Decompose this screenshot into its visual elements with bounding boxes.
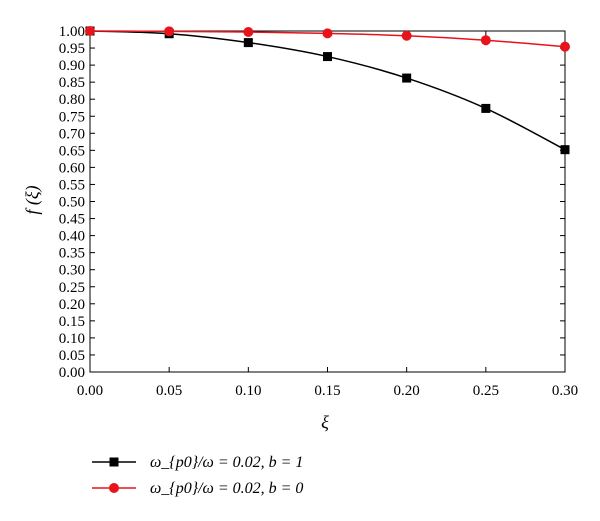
y-tick-label: 0.25 [59,280,85,296]
legend-item: ω_{p0}/ω = 0.02, b = 0 [92,480,303,497]
y-tick-label: 0.45 [59,212,85,228]
legend-item: ω_{p0}/ω = 0.02, b = 1 [92,454,303,471]
y-axis: 0.000.050.100.150.200.250.300.350.400.45… [59,24,565,381]
series-line [89,30,566,151]
data-point [560,145,570,155]
y-tick-label: 0.85 [59,75,85,91]
y-axis-title: f (ξ) [22,185,43,214]
y-tick-label: 0.15 [59,314,85,330]
y-tick-label: 1.00 [59,24,85,40]
x-tick-label: 0.05 [156,383,182,399]
x-axis: 0.00 0.05 0.10 0.15 0.20 0.25 0.30 [77,31,578,399]
data-point [85,26,95,36]
y-tick-label: 0.00 [59,365,85,381]
x-tick-label: 0.25 [473,383,499,399]
data-point [402,73,412,83]
data-point [480,35,491,46]
x-axis-title: ξ [321,412,329,432]
series-layer [85,26,570,155]
data-point [164,26,175,37]
y-tick-label: 0.50 [59,195,85,211]
legend-marker [109,483,119,493]
data-point [322,28,333,39]
y-tick-label: 0.90 [59,58,85,74]
data-point [401,30,412,41]
plot-area [89,30,566,373]
y-tick-label: 0.70 [59,126,85,142]
data-point [243,38,253,48]
y-tick-label: 0.80 [59,92,85,108]
data-point [323,52,332,62]
series-2 [85,26,570,52]
y-tick-label: 0.20 [59,297,85,313]
x-tick-label: 0.10 [235,383,261,399]
y-tick-label: 0.95 [59,41,85,57]
legend: ω_{p0}/ω = 0.02, b = 1 ω_{p0}/ω = 0.02, b… [92,454,303,497]
y-tick-label: 0.35 [59,246,85,262]
x-tick-label: 0.30 [552,383,578,399]
y-tick-label: 0.75 [59,109,85,125]
x-tick-label: 0.20 [394,383,420,399]
series-1 [85,26,570,155]
y-tick-label: 0.55 [59,177,85,193]
legend-label: ω_{p0}/ω = 0.02, b = 0 [150,480,303,497]
y-tick-label: 0.10 [59,331,85,347]
data-point [560,41,570,52]
data-point [481,103,491,113]
data-point [243,27,254,38]
legend-label: ω_{p0}/ω = 0.02, b = 1 [150,454,303,471]
legend-marker [109,457,119,467]
plot-frame [89,30,566,373]
y-tick-label: 0.30 [59,263,85,279]
y-tick-label: 0.65 [59,143,85,159]
y-tick-label: 0.05 [59,348,85,364]
x-tick-label: 0.00 [77,383,103,399]
y-tick-label: 0.60 [59,160,85,176]
x-tick-label: 0.15 [314,383,340,399]
y-tick-label: 0.40 [59,229,85,245]
